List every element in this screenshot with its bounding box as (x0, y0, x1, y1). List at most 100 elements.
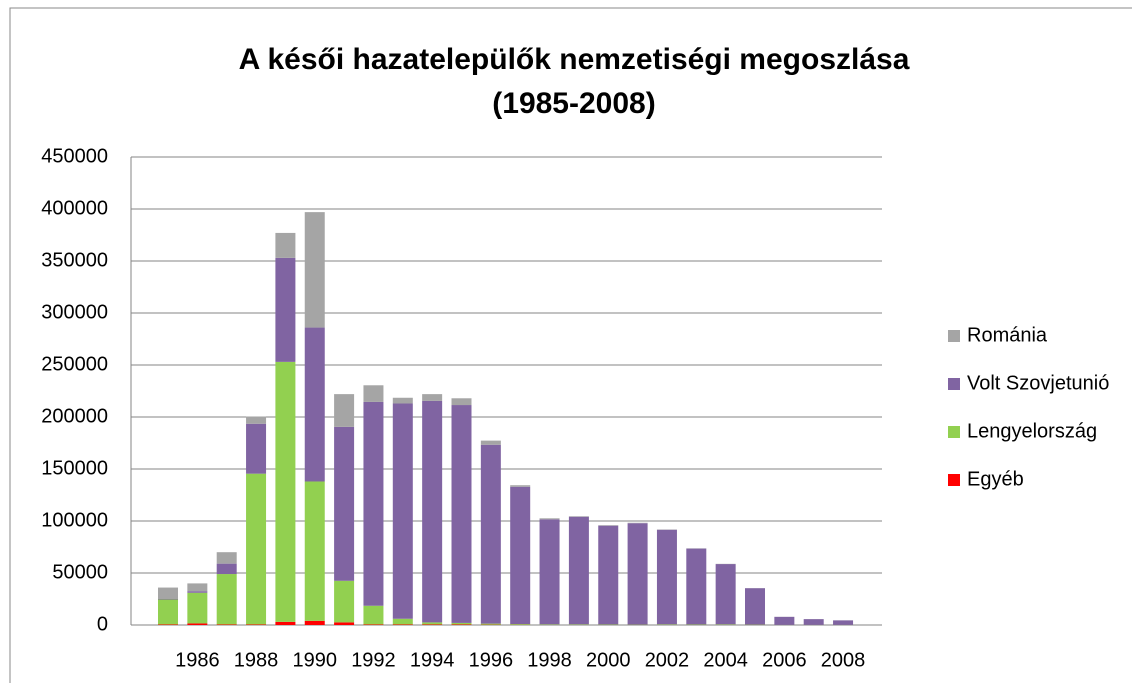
legend-swatch (948, 474, 960, 486)
bar-segment (187, 583, 208, 592)
bar-segment (656, 624, 677, 625)
bar-segment (510, 485, 531, 487)
bar-segment (216, 563, 237, 575)
bar-segment (715, 564, 736, 625)
x-tick-label: 2008 (821, 649, 866, 671)
bar-segment (451, 398, 472, 406)
bar-segment (833, 620, 854, 625)
bar-segment (158, 599, 178, 625)
bar-segment (539, 518, 560, 520)
bar-segment (598, 525, 619, 625)
bar-segment (686, 548, 707, 625)
bar-segment (510, 624, 531, 625)
bar-segment (451, 624, 472, 625)
bar-segment (745, 588, 765, 625)
bar-segment (275, 621, 296, 625)
y-tick-label: 200000 (41, 405, 108, 427)
bar-segment (627, 523, 648, 625)
bar-segment (422, 394, 443, 401)
bar-segment (568, 516, 589, 625)
legend-swatch (948, 426, 960, 438)
bar-segment (304, 481, 325, 621)
bar-segment (246, 416, 267, 424)
bar-segment (568, 516, 589, 517)
x-tick-label: 1998 (527, 649, 572, 671)
x-tick-label: 1986 (175, 649, 220, 671)
bar-segment (422, 624, 443, 625)
bar-segment (334, 580, 355, 623)
bar-segment (304, 327, 325, 482)
bar-segment (803, 619, 824, 625)
y-tick-label: 450000 (41, 145, 108, 167)
bar-segment (392, 618, 413, 625)
bar-segment (480, 623, 501, 625)
bar-segment (539, 624, 560, 625)
bar-segment (539, 519, 560, 625)
x-tick-label: 2004 (703, 649, 748, 671)
bar-segment (187, 623, 208, 625)
bar-segment (392, 624, 413, 625)
bar-segment (422, 400, 443, 623)
bar-segment (158, 587, 178, 599)
y-tick-label: 350000 (41, 249, 108, 271)
bar-segment (568, 624, 589, 625)
x-tick-label: 2002 (645, 649, 690, 671)
x-tick-label: 1994 (410, 649, 455, 671)
bar-segment (304, 212, 325, 328)
bar-segment (422, 622, 443, 625)
bar-segment (451, 405, 472, 623)
y-tick-label: 0 (97, 613, 108, 635)
bar-segment (216, 624, 237, 625)
bar-segment (656, 529, 677, 625)
bar-segment (187, 592, 208, 624)
bar-segment (451, 622, 472, 625)
y-tick-label: 50000 (52, 561, 108, 583)
y-tick-label: 250000 (41, 353, 108, 375)
legend-swatch (948, 330, 960, 342)
bar-segment (715, 624, 736, 625)
bar-segment (246, 423, 267, 474)
bar-segment (363, 401, 384, 606)
bar-segment (216, 552, 237, 564)
bar-segment (246, 624, 267, 625)
bar-segment (510, 486, 531, 625)
x-tick-label: 1996 (469, 649, 514, 671)
y-tick-label: 100000 (41, 509, 108, 531)
x-tick-label: 1988 (234, 649, 279, 671)
bar-segment (598, 525, 619, 526)
y-tick-label: 300000 (41, 301, 108, 323)
bar-segment (392, 403, 413, 619)
bar-segment (187, 591, 208, 593)
bar-segment (304, 620, 325, 625)
bar-segment (363, 605, 384, 625)
chart-title: A késői hazatelepülők nemzetiségi megosz… (238, 43, 910, 120)
bar-segment (246, 473, 267, 625)
y-tick-label: 150000 (41, 457, 108, 479)
bar-segment (480, 444, 501, 624)
bar-segment (334, 394, 355, 427)
bar-segment (275, 232, 296, 258)
legend-label: Volt Szovjetunió (967, 372, 1109, 394)
bar-segment (363, 385, 384, 402)
legend-label: Románia (967, 324, 1048, 346)
bar-segment (216, 574, 237, 625)
legend-label: Lengyelország (967, 420, 1097, 442)
bar-segment (334, 426, 355, 581)
bar-segment (275, 257, 296, 362)
x-tick-label: 2000 (586, 649, 631, 671)
legend-label: Egyéb (967, 468, 1024, 490)
y-tick-label: 400000 (41, 197, 108, 219)
bar-segment (774, 616, 795, 625)
bar-segment (158, 599, 178, 600)
frame (9, 7, 1132, 683)
bar-segment (392, 397, 413, 404)
x-tick-label: 1990 (293, 649, 338, 671)
bar-segment (480, 440, 501, 445)
x-tick-label: 1992 (351, 649, 396, 671)
bar-segment (363, 624, 384, 625)
legend-swatch (948, 378, 960, 390)
x-tick-label: 2006 (762, 649, 807, 671)
bar-segment (158, 624, 178, 625)
